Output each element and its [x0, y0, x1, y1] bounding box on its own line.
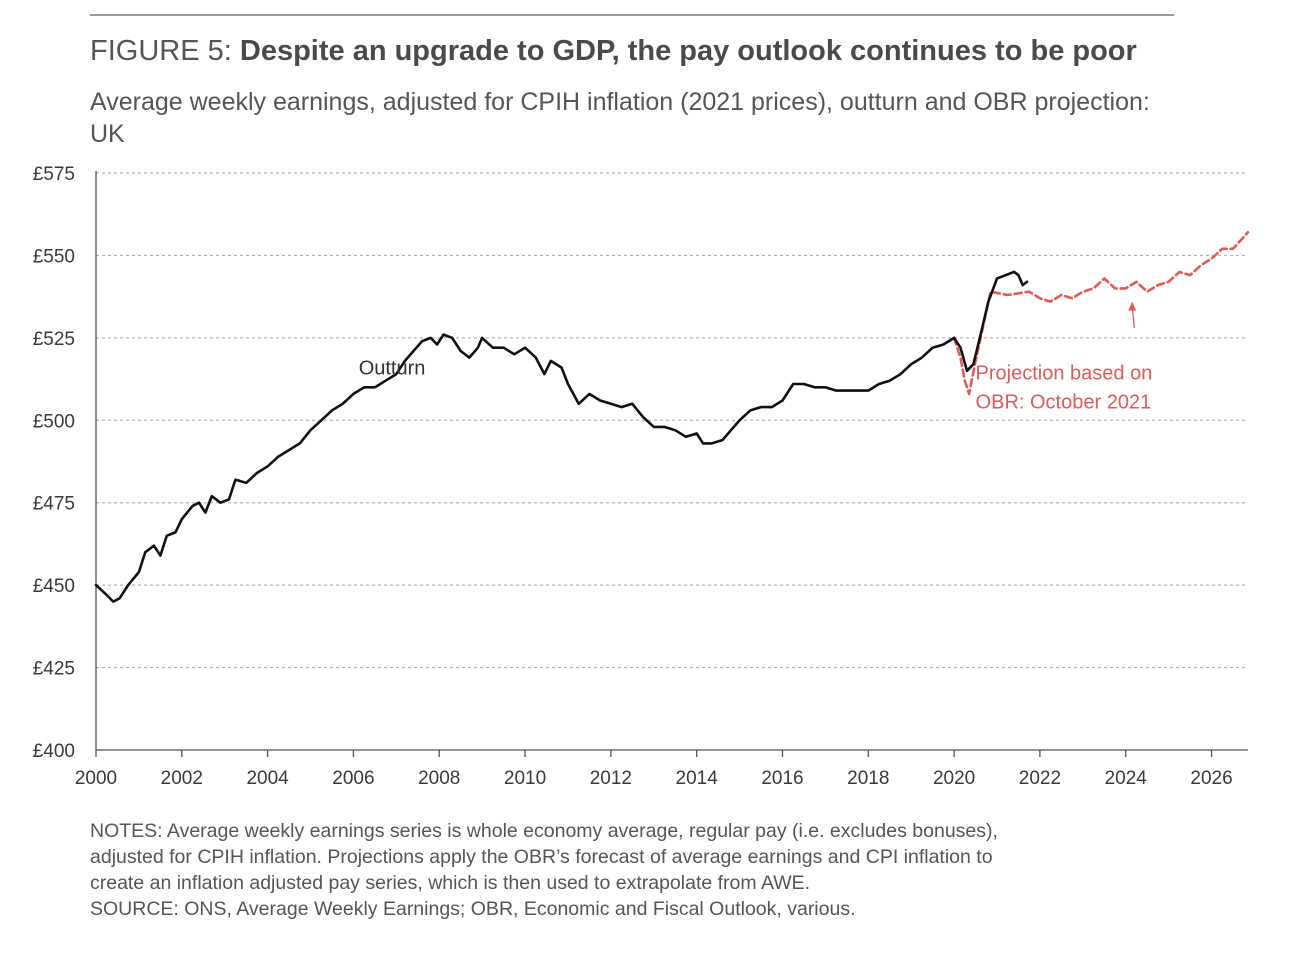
notes-line-1: NOTES: Average weekly earnings series is… — [90, 820, 998, 842]
x-tick-label: 2018 — [847, 768, 889, 789]
y-tick-label: £475 — [33, 494, 75, 515]
figure-title: FIGURE 5: Despite an upgrade to GDP, the… — [90, 32, 1250, 70]
notes: NOTES: Average weekly earnings series is… — [90, 818, 1240, 922]
x-tick-label: 2014 — [676, 768, 719, 789]
series-layer — [94, 231, 1250, 603]
x-tick-label: 2012 — [590, 768, 632, 789]
x-tick-label: 2010 — [504, 768, 546, 789]
x-tick-label: 2022 — [1019, 768, 1061, 789]
x-tick-label: 2004 — [246, 768, 289, 789]
x-tick-label: 2020 — [933, 768, 975, 789]
projection-arrow-head — [1128, 301, 1137, 311]
projection-label-line: Projection based on — [976, 362, 1153, 384]
x-tick-label: 2024 — [1105, 768, 1148, 789]
y-tick-label: £500 — [33, 411, 75, 432]
outturn-label: Outturn — [359, 358, 426, 380]
projection-series-line — [952, 231, 1250, 396]
x-tick-label: 2002 — [161, 768, 203, 789]
axis-layer: £400 £425 £450 £475 £500 £525 £550 £575 2000 2002… — [33, 164, 1248, 789]
grid-layer — [96, 172, 1248, 669]
y-tick-label: £525 — [33, 329, 75, 350]
y-tick-label: £450 — [33, 576, 75, 597]
x-tick-label: 2026 — [1190, 768, 1232, 789]
figure-subtitle: Average weekly earnings, adjusted for CP… — [90, 88, 1150, 148]
source-line: SOURCE: ONS, Average Weekly Earnings; OB… — [90, 898, 856, 920]
outturn-series-line — [94, 270, 1029, 603]
figure-label: FIGURE 5: — [90, 35, 232, 67]
annotation-layer: Outturn Projection based on OBR: October 2… — [359, 301, 1153, 413]
top-rule — [90, 14, 1174, 16]
x-tick-label: 2016 — [761, 768, 803, 789]
y-tick-label: £550 — [33, 246, 75, 267]
y-tick-label: £575 — [33, 164, 75, 185]
projection-label-line: OBR: October 2021 — [976, 391, 1152, 413]
notes-line-2: adjusted for CPIH inflation. Projections… — [90, 846, 993, 868]
x-tick-label: 2000 — [75, 768, 117, 789]
x-tick-label: 2008 — [418, 768, 460, 789]
y-tick-label: £425 — [33, 659, 75, 680]
figure-headline: Despite an upgrade to GDP, the pay outlo… — [239, 35, 1137, 67]
line-chart: £400 £425 £450 £475 £500 £525 £550 £575 2000 2002… — [33, 164, 1250, 789]
y-tick-label: £400 — [33, 741, 75, 762]
x-tick-label: 2006 — [332, 768, 374, 789]
notes-line-3: create an inflation adjusted pay series,… — [90, 872, 811, 894]
